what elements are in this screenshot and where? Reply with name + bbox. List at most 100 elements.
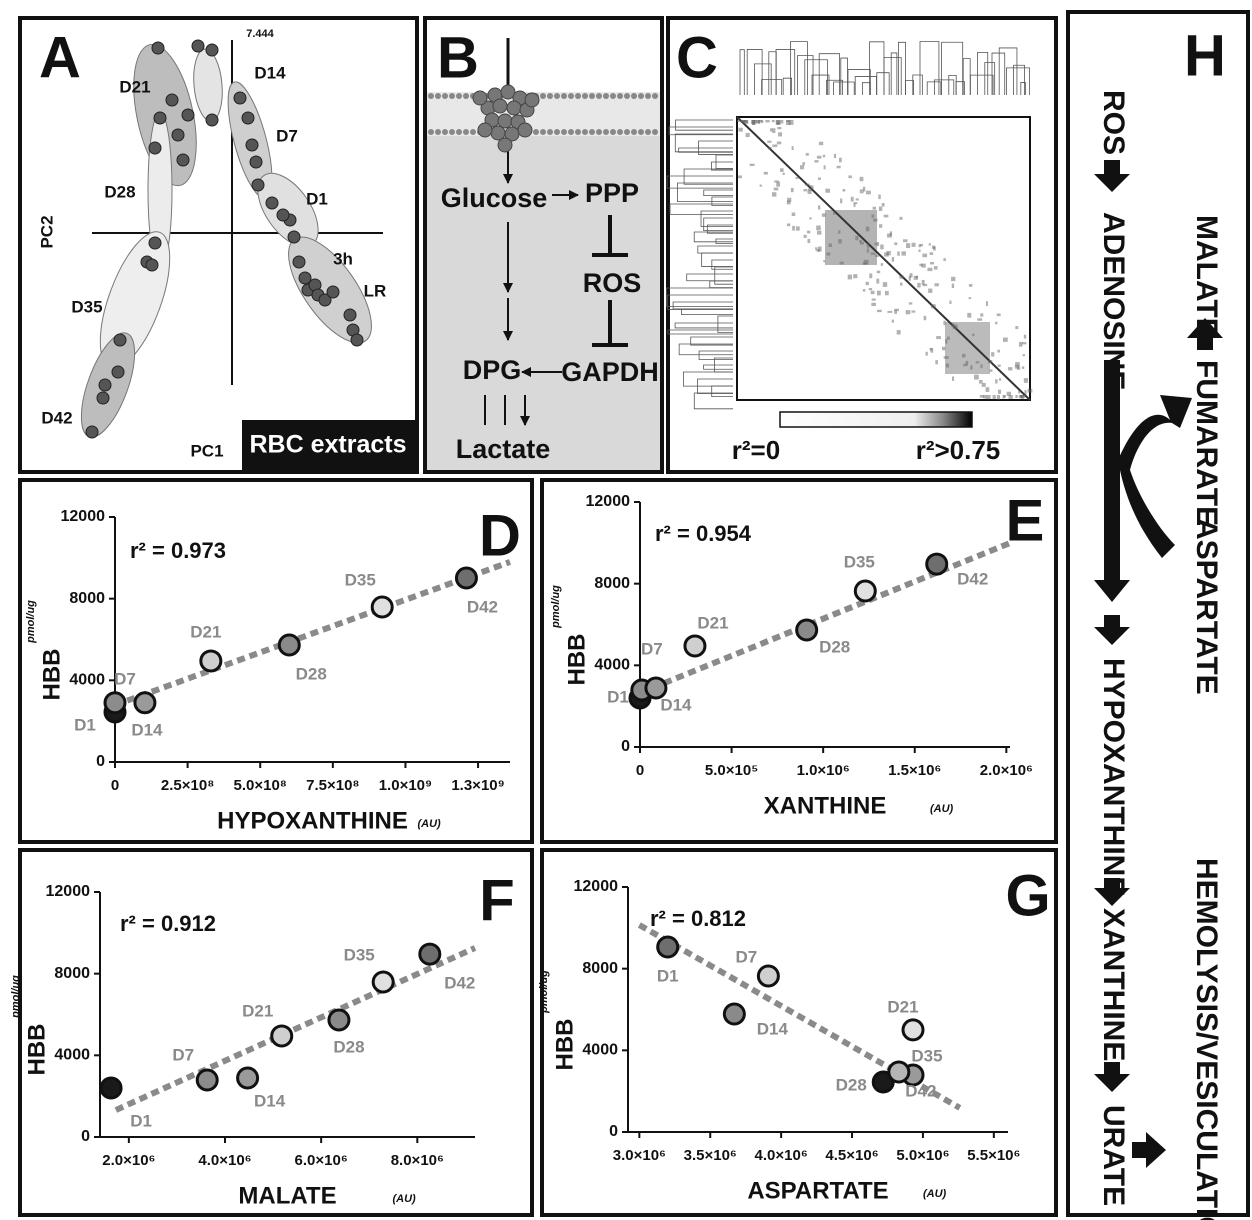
x-tick-label: 5.0×10⁶	[896, 1147, 949, 1164]
heatmap-cell	[1020, 395, 1025, 400]
data-point	[277, 633, 301, 657]
heatmap-cell	[911, 242, 916, 247]
heatmap-cell	[808, 188, 812, 191]
heatmap-cell	[1003, 395, 1006, 398]
y-axis-label: HBB	[551, 1019, 578, 1071]
heatmap-cell	[775, 120, 781, 125]
heatmap-cell	[786, 223, 791, 227]
x-axis-unit: (AU)	[418, 818, 442, 830]
data-point	[236, 1066, 260, 1090]
panel-letter: H	[1184, 23, 1226, 88]
transporter	[472, 90, 488, 106]
sample	[265, 196, 279, 210]
heatmap-cell	[992, 395, 996, 400]
point-label: D42	[905, 1081, 936, 1100]
heatmap-cell	[816, 249, 820, 252]
data-point	[756, 964, 780, 988]
lipid	[596, 129, 602, 135]
node: PPP	[585, 178, 639, 208]
heatmap-cell	[996, 395, 1000, 400]
dendrogram	[1013, 64, 1025, 95]
heatmap-cell	[975, 361, 980, 364]
heatmap-cell	[768, 146, 772, 150]
sample	[165, 93, 179, 107]
heatmap-cell	[805, 152, 809, 156]
heatmap-cell	[919, 263, 923, 267]
heatmap-cell	[771, 192, 777, 197]
heatmap-cell	[853, 202, 858, 205]
group-label: D1	[306, 189, 328, 208]
heatmap-cell	[1015, 326, 1019, 330]
data-point	[901, 1018, 925, 1042]
dendrogram	[912, 74, 923, 95]
dendrogram	[711, 196, 733, 206]
point-label: D42	[444, 974, 475, 993]
heatmap-cell	[943, 320, 946, 326]
scale-max: r²>0.75	[916, 435, 1001, 465]
heatmap-cell	[826, 252, 831, 256]
y-tick-label: 12000	[574, 878, 619, 895]
heatmap-cell	[878, 206, 883, 211]
arrow	[1094, 1062, 1130, 1092]
heatmap-cell	[918, 249, 921, 253]
group-label: D14	[254, 63, 286, 82]
data-point	[722, 1002, 746, 1026]
heatmap-cell	[908, 275, 911, 281]
y-axis-label: HBB	[563, 634, 590, 686]
heatmap-cell	[809, 217, 812, 220]
point-label: D1	[74, 715, 96, 734]
point-label: D35	[911, 1047, 942, 1066]
lipid	[561, 93, 567, 99]
heatmap-cell	[899, 216, 903, 220]
dendrogram	[674, 133, 733, 153]
heatmap-cell	[1022, 354, 1025, 357]
arrow	[1094, 580, 1130, 602]
heatmap-cell	[902, 239, 908, 243]
dendrogram	[698, 350, 733, 360]
heatmap-cell	[870, 252, 876, 255]
x-axis-label: PC1	[190, 441, 223, 460]
heatmap-cell	[968, 297, 972, 300]
heatmap-cell	[821, 213, 826, 217]
lipid	[575, 129, 581, 135]
lipid	[442, 93, 448, 99]
data-point	[683, 634, 707, 658]
badge-bg	[242, 420, 415, 470]
dendrogram	[905, 80, 915, 95]
lipid	[589, 129, 595, 135]
heatmap-cell	[935, 360, 938, 365]
panel-frame	[18, 848, 534, 1217]
dendrogram	[666, 175, 733, 189]
y-axis-label: HBB	[38, 649, 65, 701]
heatmap-cell	[847, 274, 852, 280]
panel-b: Glucose PPP ROS DPG GAPDH Lactate B	[427, 20, 660, 464]
point-label: D7	[172, 1046, 194, 1065]
lipid	[463, 93, 469, 99]
heatmap-cell	[929, 252, 934, 255]
pathway-node: ASPARTATE	[1190, 518, 1223, 695]
pathway-node: ROS	[1097, 90, 1130, 155]
curved-arrow	[1118, 395, 1192, 558]
dendrogram	[693, 392, 733, 410]
arrow-shaft	[1104, 360, 1120, 580]
lipid	[442, 129, 448, 135]
heatmap-cell	[980, 313, 984, 317]
lipid	[652, 93, 658, 99]
x-tick-label: 4.0×10⁶	[198, 1152, 251, 1169]
heatmap-cell	[815, 247, 818, 251]
dendrogram	[998, 47, 1018, 95]
point-label: D1	[657, 967, 679, 986]
heatmap-cell	[905, 310, 911, 315]
heatmap-cell	[995, 379, 998, 384]
dendrogram	[675, 119, 733, 131]
heatmap-cell	[1021, 366, 1025, 369]
heatmap-cell	[909, 273, 913, 278]
heatmap-cell	[833, 211, 836, 215]
heatmap-cell	[772, 128, 776, 133]
dendrogram	[775, 49, 796, 95]
point-label: D35	[844, 553, 875, 572]
pathway-node: FUMARATE	[1190, 360, 1223, 526]
heatmap-cell	[886, 250, 891, 256]
heatmap-cell	[878, 194, 881, 200]
arrows	[1094, 160, 1223, 1168]
